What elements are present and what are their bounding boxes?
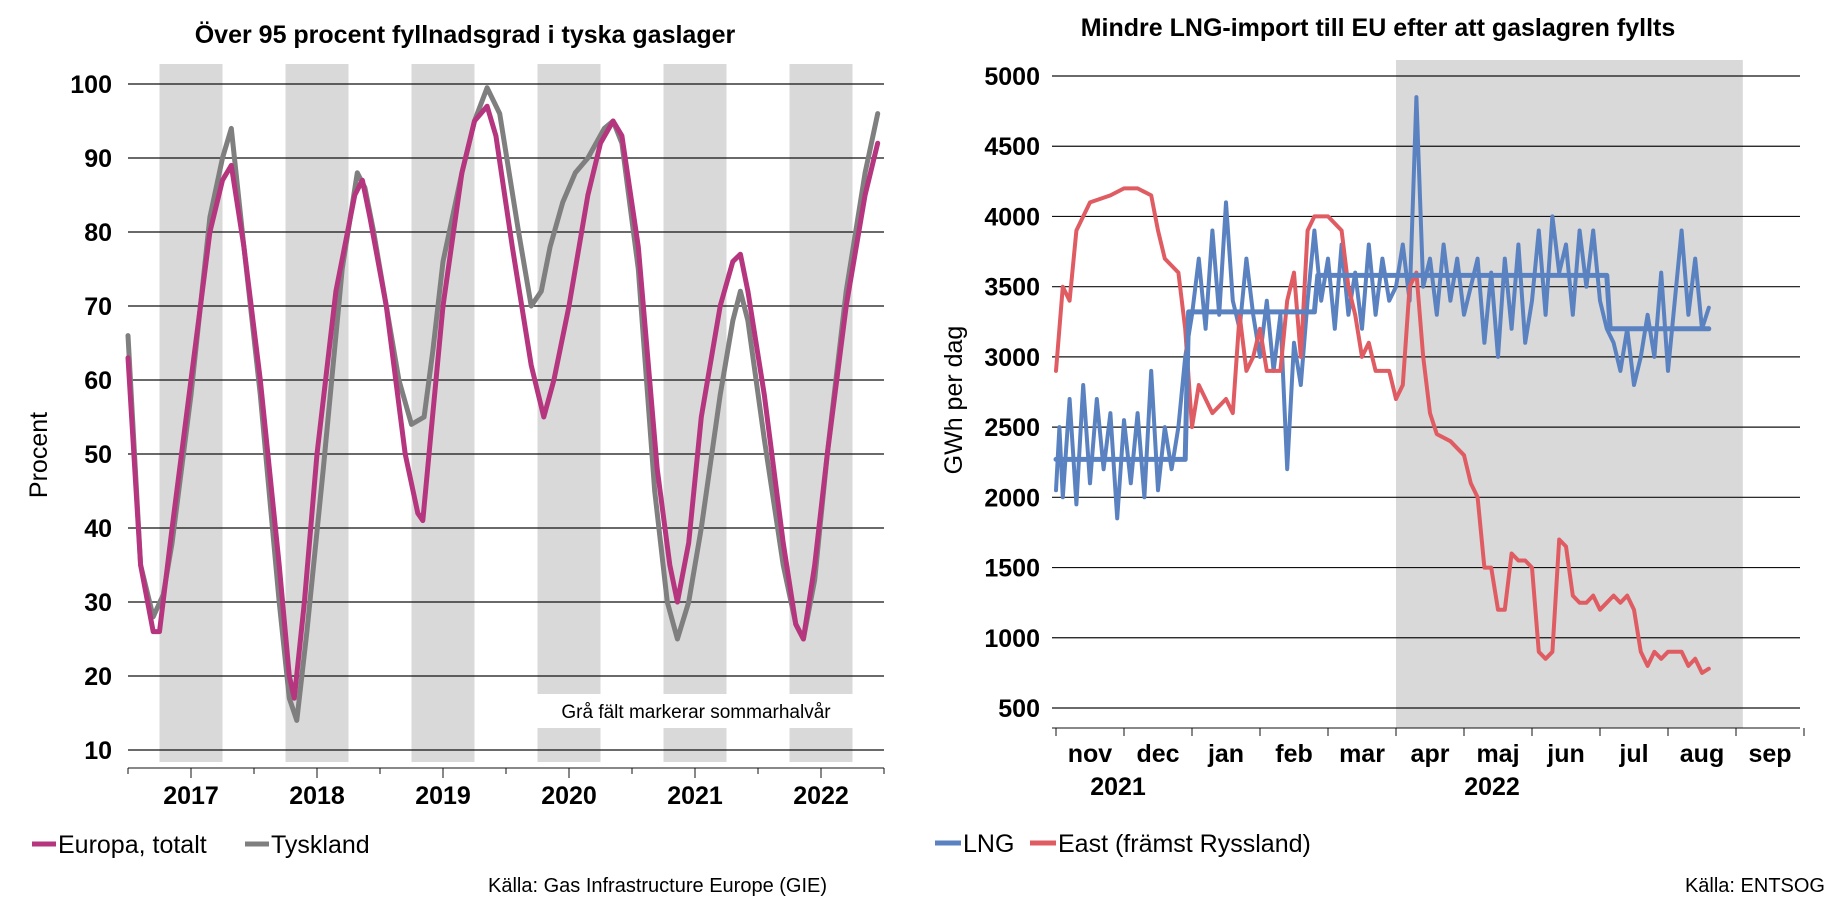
right-ytick-3000: 3000 [984, 344, 1040, 372]
left-chart: Över 95 procent fyllnadsgrad i tyska gas… [25, 20, 885, 897]
right-shading-group [1396, 60, 1743, 728]
right-series-0-line [1054, 95, 1711, 521]
left-xtick-label-2022: 2022 [793, 782, 849, 810]
right-chart-title: Mindre LNG-import till EU efter att gasl… [1081, 14, 1676, 42]
left-shade-2 [411, 64, 475, 762]
left-ytick-40: 40 [84, 515, 112, 543]
left-y-axis-label: Procent [25, 412, 53, 498]
left-xtick-group: 2017 2018 2019 2020 2021 2022 [127, 767, 885, 810]
right-xtick-group: nov dec jan feb mar apr maj jun jul aug sep [1052, 727, 1805, 768]
right-xtick-label-jan: jan [1207, 740, 1244, 768]
right-source: Källa: ENTSOG [1685, 875, 1825, 897]
left-ytick-100: 100 [70, 71, 112, 99]
left-shade-5 [789, 64, 853, 762]
right-y-axis-label: GWh per dag [940, 326, 968, 475]
right-xtick-label-aug: aug [1680, 740, 1724, 768]
right-ytick-2000: 2000 [984, 484, 1040, 512]
left-chart-title: Över 95 procent fyllnadsgrad i tyska gas… [195, 20, 736, 49]
left-ytick-60: 60 [84, 367, 112, 395]
right-xtick-label-nov: nov [1068, 740, 1113, 768]
left-xtick-label-2017: 2017 [163, 782, 219, 810]
right-series-1-line [1054, 186, 1711, 675]
left-xtick-label-2018: 2018 [289, 782, 345, 810]
left-ytick-90: 90 [84, 145, 112, 173]
right-xtick-label-jun: jun [1546, 740, 1585, 768]
right-series-2-line [1053, 272, 1712, 462]
left-ytick-70: 70 [84, 293, 112, 321]
right-xtick-label-jul: jul [1618, 740, 1648, 768]
right-grid-group [1052, 75, 1800, 709]
right-ytick-group: 500 1000 1500 2000 2500 3000 3500 4000 4500 5000 [984, 63, 1040, 723]
right-lines-group [1053, 95, 1712, 675]
left-ytick-group: 10 20 30 40 50 60 70 80 90 100 [70, 71, 112, 765]
right-ytick-1000: 1000 [984, 625, 1040, 653]
left-ytick-10: 10 [84, 737, 112, 765]
right-xtick-label-apr: apr [1411, 740, 1450, 768]
right-shade-0 [1396, 60, 1743, 728]
right-ytick-1500: 1500 [984, 555, 1040, 583]
left-xtick-label-2021: 2021 [667, 782, 723, 810]
left-ytick-80: 80 [84, 219, 112, 247]
legend-label-east: East (främst Ryssland) [1058, 830, 1311, 858]
legend-label-lng: LNG [963, 830, 1014, 858]
left-legend: Europa, totalt Tyskland [32, 831, 370, 859]
left-ytick-20: 20 [84, 663, 112, 691]
note-background [522, 694, 868, 728]
legend-label-tyskland: Tyskland [271, 831, 370, 859]
right-ytick-3500: 3500 [984, 274, 1040, 302]
right-xtick-label-maj: maj [1476, 740, 1519, 768]
right-xtick-label-dec: dec [1136, 740, 1179, 768]
left-source: Källa: Gas Infrastructure Europe (GIE) [488, 875, 827, 897]
left-series-0-line [125, 103, 881, 701]
legend-label-europa: Europa, totalt [58, 831, 207, 859]
year-label-2021: 2021 [1090, 773, 1146, 801]
shading-note: Grå fält markerar sommarhalvår [561, 702, 831, 723]
left-lines-group [125, 85, 881, 723]
right-ytick-4000: 4000 [984, 203, 1040, 231]
right-ytick-2500: 2500 [984, 414, 1040, 442]
left-xtick-label-2019: 2019 [415, 782, 471, 810]
right-xtick-label-sep: sep [1748, 740, 1791, 768]
left-ytick-50: 50 [84, 441, 112, 469]
right-ytick-4500: 4500 [984, 133, 1040, 161]
left-grid-group [128, 83, 884, 751]
year-label-2022: 2022 [1464, 773, 1520, 801]
right-legend: LNG East (främst Ryssland) [935, 830, 1311, 858]
right-ytick-500: 500 [998, 695, 1040, 723]
right-ytick-5000: 5000 [984, 63, 1040, 91]
left-shade-1 [285, 64, 349, 762]
right-xtick-label-feb: feb [1275, 740, 1313, 768]
left-xtick-label-2020: 2020 [541, 782, 597, 810]
left-ytick-30: 30 [84, 589, 112, 617]
right-chart: Mindre LNG-import till EU efter att gasl… [935, 14, 1825, 897]
right-xtick-label-mar: mar [1339, 740, 1385, 768]
